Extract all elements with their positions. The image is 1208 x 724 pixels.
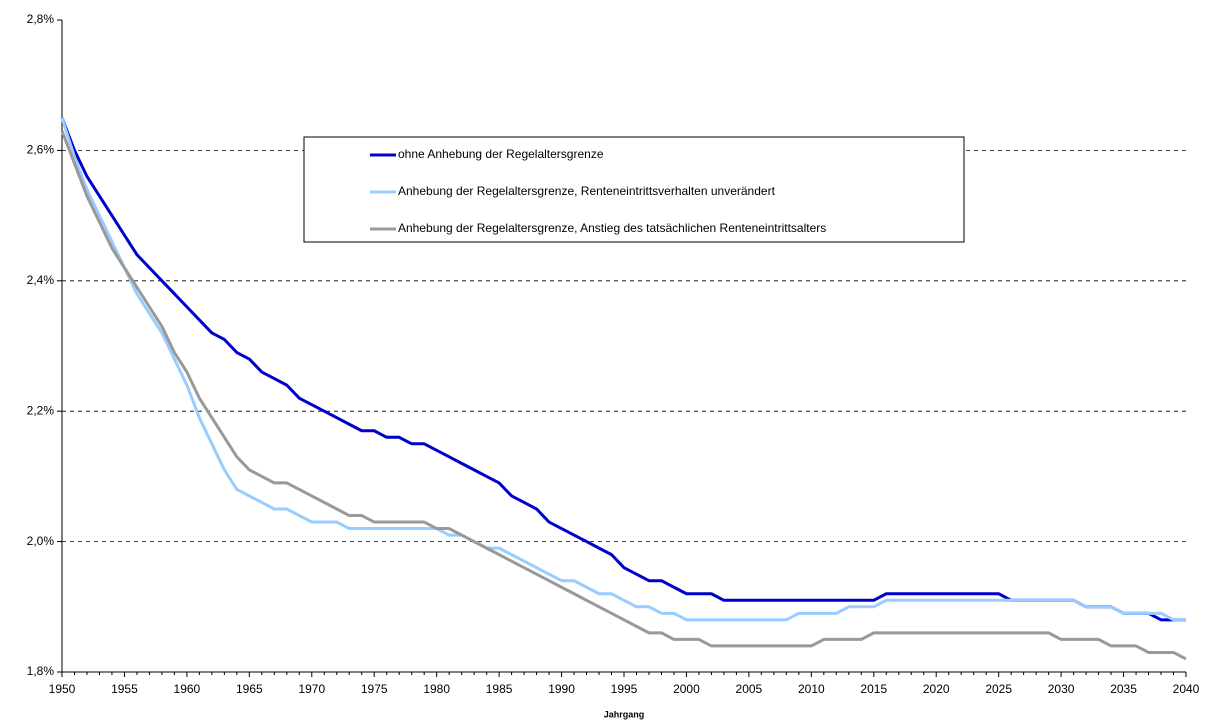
x-tick-label: 1995 <box>611 682 638 696</box>
x-tick-label: 1985 <box>486 682 513 696</box>
x-tick-label: 1965 <box>236 682 263 696</box>
legend-box <box>303 136 965 243</box>
y-tick-label: 2,2% <box>27 403 55 417</box>
x-tick-label: 2040 <box>1173 682 1200 696</box>
y-tick-label: 2,6% <box>27 143 55 157</box>
x-tick-label: 1960 <box>174 682 201 696</box>
x-axis-title: Jahrgang <box>604 709 645 719</box>
series-line <box>60 117 1186 622</box>
y-tick-label: 1,8% <box>27 664 55 678</box>
series-line <box>60 130 1187 661</box>
x-tick-label: 1970 <box>298 682 325 696</box>
x-tick-label: 1975 <box>361 682 388 696</box>
x-tick-label: 2000 <box>673 682 700 696</box>
x-tick-label: 1980 <box>423 682 450 696</box>
x-tick-label: 2005 <box>736 682 763 696</box>
y-tick-label: 2,0% <box>27 534 55 548</box>
x-tick-label: 2015 <box>860 682 887 696</box>
x-tick-label: 1990 <box>548 682 575 696</box>
x-tick-label: 1955 <box>111 682 138 696</box>
series-line <box>60 117 1186 622</box>
y-tick-label: 2,8% <box>27 12 55 26</box>
x-tick-label: 1950 <box>49 682 76 696</box>
x-tick-label: 2030 <box>1048 682 1075 696</box>
legend-label: Anhebung der Regelaltersgrenze, Rentenei… <box>398 184 776 198</box>
x-tick-label: 2025 <box>985 682 1012 696</box>
legend-label: Anhebung der Regelaltersgrenze, Anstieg … <box>398 221 826 235</box>
x-tick-label: 2020 <box>923 682 950 696</box>
x-tick-label: 2010 <box>798 682 825 696</box>
legend-label: ohne Anhebung der Regelaltersgrenze <box>398 147 604 161</box>
y-tick-label: 2,4% <box>27 273 55 287</box>
x-tick-label: 2035 <box>1110 682 1137 696</box>
